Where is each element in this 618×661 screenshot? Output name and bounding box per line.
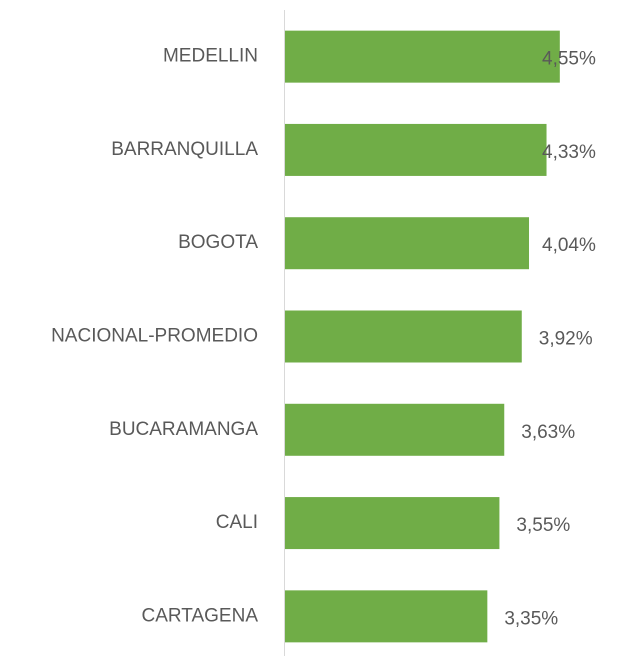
bar bbox=[285, 590, 488, 643]
bar bbox=[285, 310, 522, 363]
bar bbox=[285, 497, 500, 550]
bar bbox=[285, 217, 530, 270]
data-label: 4,04% bbox=[542, 235, 596, 256]
data-label: 4,33% bbox=[542, 142, 596, 163]
category-label: NACIONAL-PROMEDIO bbox=[51, 326, 258, 347]
data-label: 3,55% bbox=[516, 515, 570, 536]
category-label: MEDELLIN bbox=[163, 46, 258, 67]
category-label: CARTAGENA bbox=[142, 605, 259, 626]
bar bbox=[285, 123, 547, 176]
data-label: 3,92% bbox=[539, 329, 593, 350]
category-label: BARRANQUILLA bbox=[111, 139, 258, 160]
data-label: 3,35% bbox=[504, 608, 558, 629]
category-label: CALI bbox=[216, 512, 258, 533]
category-label: BUCARAMANGA bbox=[109, 419, 258, 440]
data-label: 3,63% bbox=[521, 422, 575, 443]
category-label: BOGOTA bbox=[178, 232, 258, 253]
bar bbox=[285, 403, 505, 456]
data-label: 4,55% bbox=[542, 49, 596, 70]
bar bbox=[285, 30, 560, 83]
